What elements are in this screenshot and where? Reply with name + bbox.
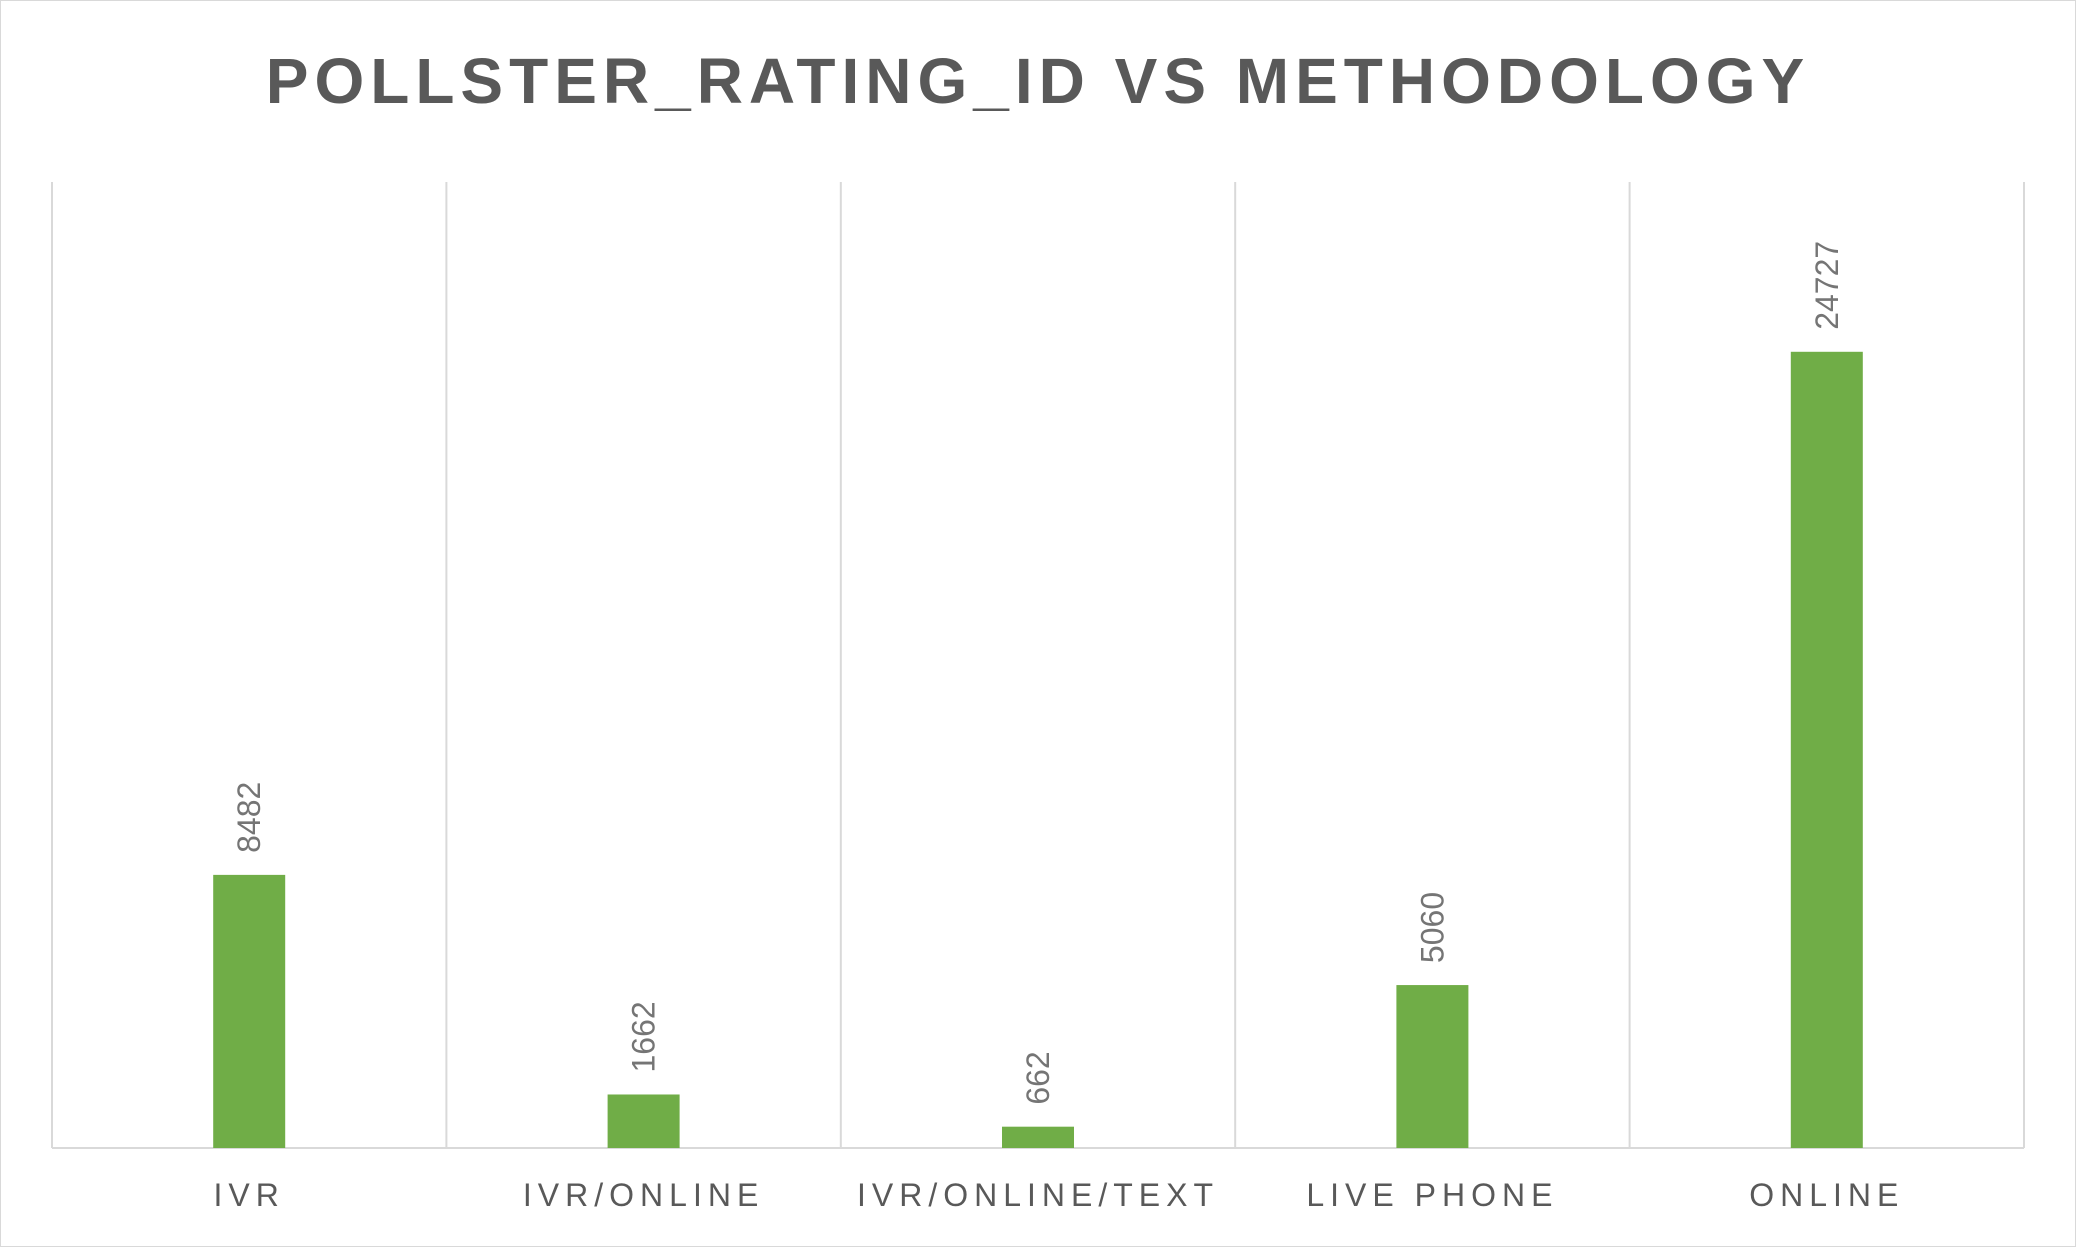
bar: [213, 874, 286, 1148]
data-label: 1662: [626, 1001, 662, 1072]
x-tick-label: IVR/ONLINE/TEXT: [857, 1177, 1219, 1213]
x-tick-label: IVR/ONLINE: [523, 1177, 764, 1213]
category-tick-labels: IVR IVR/ONLINE IVR/ONLINE/TEXT LIVE PHONE ON…: [214, 1177, 1904, 1213]
bars: [213, 351, 1863, 1148]
data-label: 8482: [231, 782, 267, 853]
grid-lines: [51, 182, 2025, 1149]
data-label: 662: [1020, 1051, 1056, 1104]
x-tick-label: IVR: [214, 1177, 285, 1213]
bar: [1396, 985, 1469, 1148]
data-label: 24727: [1809, 241, 1845, 330]
bar: [1790, 351, 1863, 1148]
x-tick-label: ONLINE: [1749, 1177, 1904, 1213]
x-tick-label: LIVE PHONE: [1306, 1177, 1558, 1213]
chart-title: POLLSTER_RATING_ID VS METHODOLOGY: [265, 45, 1811, 117]
bar: [1002, 1126, 1074, 1148]
data-labels: 8482 1662 662 5060 24727: [231, 241, 1845, 1105]
bar: [607, 1094, 680, 1148]
data-label: 5060: [1414, 892, 1450, 963]
